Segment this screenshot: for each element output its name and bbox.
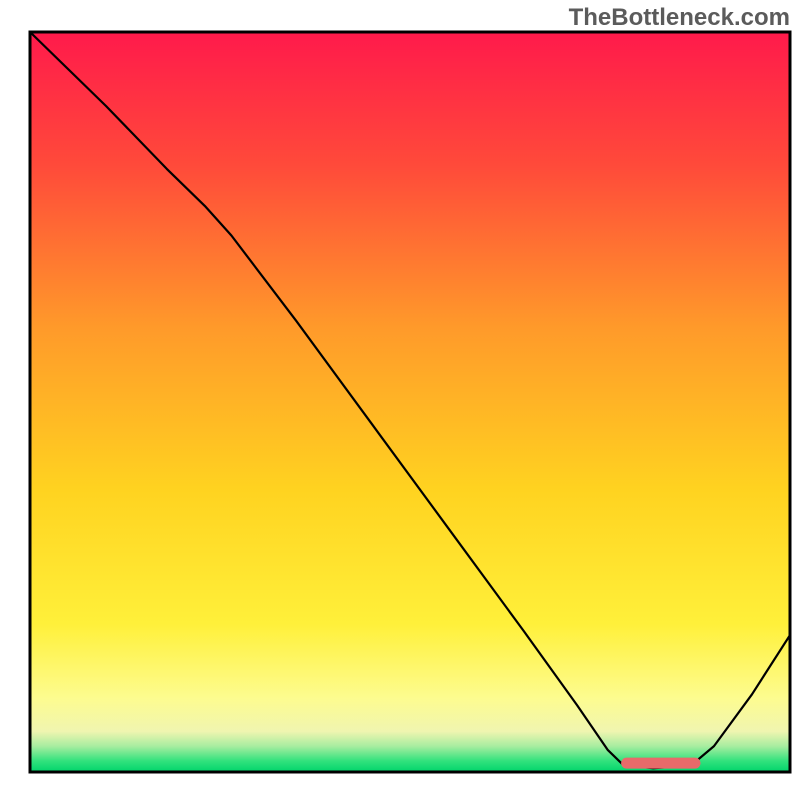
watermark-text: TheBottleneck.com: [569, 4, 790, 32]
chart-svg: [0, 0, 800, 800]
chart-background: [30, 32, 790, 772]
bottleneck-chart: TheBottleneck.com: [0, 0, 800, 800]
